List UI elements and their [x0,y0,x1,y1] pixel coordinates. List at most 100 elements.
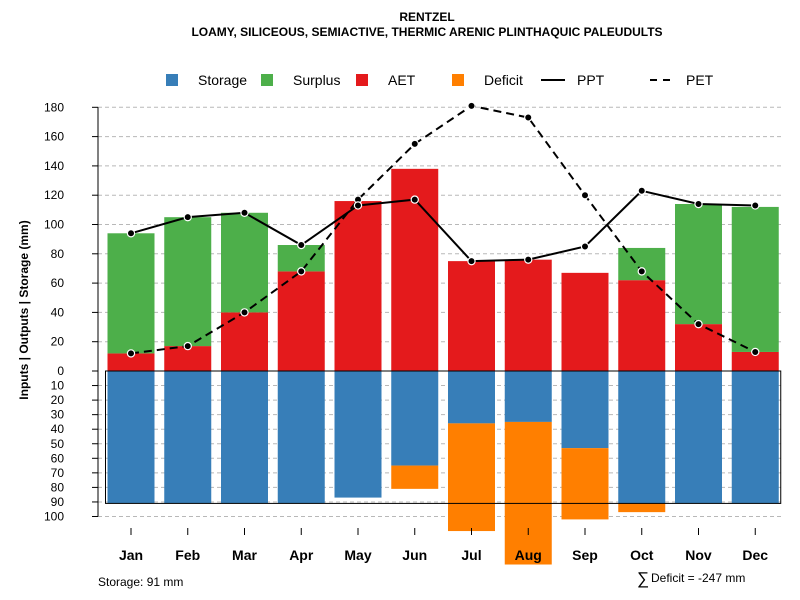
y-tick-label-lower-10: 10 [51,379,65,393]
bar-surplus-dec [731,206,779,352]
point-ppt-may [353,201,363,210]
bar-deficit-sep [561,448,609,520]
upper-bars [107,168,779,371]
y-tick-label-upper-0: 0 [57,364,64,378]
bar-aet-apr [277,271,325,371]
legend-label-storage: Storage [198,72,247,88]
lower-bars [107,371,779,565]
y-tick-label-upper-40: 40 [51,305,65,319]
point-pet-apr [297,267,306,276]
bar-aet-jan [107,353,155,371]
point-pet-jan [126,349,136,358]
line-pet [130,104,756,355]
bar-storage-nov [675,371,722,504]
point-ppt-jun [410,195,419,204]
bar-surplus-jan [107,233,155,354]
legend-label-pet: PET [686,72,714,88]
bar-surplus-mar [221,212,268,313]
bar-surplus-apr [277,245,325,272]
legend-label-ppt: PPT [577,72,605,88]
bar-storage-feb [164,371,212,504]
y-tick-label-upper-20: 20 [51,335,65,349]
chart-title: RENTZEL [399,10,454,24]
legend-label-aet: AET [388,72,416,88]
y-tick-label-upper-120: 120 [44,188,64,202]
point-pet-feb [183,341,192,351]
chart-subtitle: LOAMY, SILICEOUS, SEMIACTIVE, THERMIC AR… [191,25,662,39]
legend-label-surplus: Surplus [293,72,340,88]
legend-label-deficit: Deficit [484,72,523,88]
bar-deficit-jul [448,423,495,532]
bar-storage-may [334,371,382,498]
y-tick-label-upper-60: 60 [51,276,65,290]
storage-footnote: Storage: 91 mm [98,575,183,589]
bar-aet-oct [618,280,666,371]
y-tick-label-lower-70: 70 [51,466,65,480]
x-tick-label-apr: Apr [289,547,314,563]
point-pet-sep [580,190,590,200]
bar-storage-apr [277,371,325,504]
y-tick-label-lower-30: 30 [51,408,65,422]
point-ppt-sep [580,242,590,251]
series-lines [126,101,760,358]
x-tick-label-feb: Feb [175,547,200,563]
point-ppt-feb [183,212,192,222]
point-ppt-apr [297,240,306,250]
bar-storage-jun [391,371,439,466]
point-pet-nov [694,319,703,329]
point-ppt-oct [637,186,646,196]
bar-storage-jan [107,371,155,504]
sigma-symbol: ∑ [637,569,649,588]
y-tick-label-upper-140: 140 [44,159,64,173]
bar-surplus-nov [675,203,722,325]
x-tick-label-jan: Jan [119,547,143,563]
y-tick-label-lower-100: 100 [44,510,64,524]
bar-surplus-feb [164,217,212,347]
bar-storage-sep [561,371,609,449]
y-tick-label-lower-50: 50 [51,437,65,451]
legend-swatch-surplus [261,74,273,86]
point-ppt-aug [524,255,533,264]
point-pet-mar [240,308,249,317]
line-ppt [130,189,756,263]
x-tick-label-aug: Aug [515,547,542,563]
x-tick-label-jun: Jun [402,547,427,563]
bar-aet-nov [675,324,722,371]
x-tick-label-nov: Nov [685,547,712,563]
x-tick-label-mar: Mar [232,547,257,563]
y-tick-label-upper-80: 80 [51,247,65,261]
y-tick-label-lower-40: 40 [51,422,65,436]
legend: Storage Surplus AET Deficit PPT PET [166,72,714,88]
y-tick-label-lower-90: 90 [51,495,65,509]
point-pet-aug [524,113,533,122]
bar-storage-jul [448,371,495,424]
point-ppt-mar [240,208,249,217]
point-pet-jul [467,101,476,111]
bar-storage-oct [618,371,666,504]
bar-aet-aug [504,259,552,371]
y-tick-label-lower-80: 80 [51,480,65,494]
point-pet-dec [751,347,760,357]
bar-storage-aug [504,371,552,422]
bar-deficit-jun [391,465,439,489]
y-axis-upper: 0 20 40 60 80 100 120 140 160 180 [44,100,99,378]
bar-aet-sep [561,272,609,371]
bar-aet-may [334,201,382,371]
legend-swatch-aet [356,74,368,86]
point-pet-jun [410,139,419,149]
y-tick-label-upper-160: 160 [44,130,64,144]
bar-deficit-oct [618,503,666,513]
gridlines [98,106,782,517]
x-tick-label-may: May [344,547,371,563]
bar-storage-dec [731,371,779,504]
y-tick-label-upper-180: 180 [44,100,64,114]
point-ppt-dec [751,201,760,210]
point-ppt-jan [126,229,136,238]
deficit-footnote: Deficit = -247 mm [651,571,745,585]
x-tick-label-dec: Dec [742,547,768,563]
point-pet-oct [637,267,646,276]
y-axis-label: Inputs | Outputs | Storage (mm) [17,220,31,399]
bar-aet-jul [448,261,495,371]
point-ppt-jul [467,256,476,266]
